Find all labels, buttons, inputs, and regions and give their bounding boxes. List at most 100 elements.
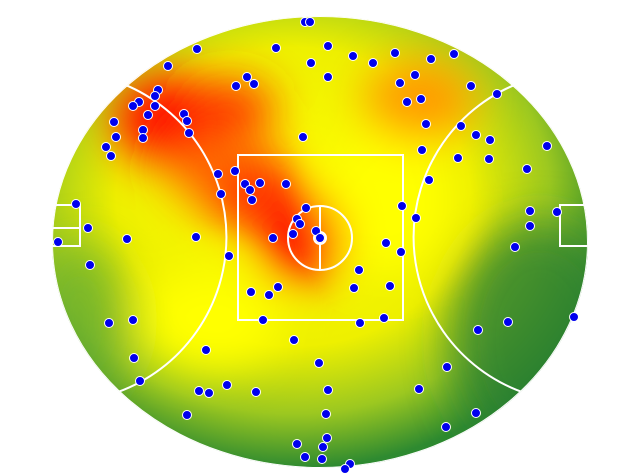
point <box>322 433 332 443</box>
point <box>300 452 310 462</box>
point <box>143 110 153 120</box>
point <box>323 72 333 82</box>
point <box>295 219 305 229</box>
point <box>213 169 223 179</box>
point <box>381 238 391 248</box>
point <box>249 79 259 89</box>
point <box>426 54 436 64</box>
point <box>191 232 201 242</box>
point <box>417 145 427 155</box>
point <box>128 101 138 111</box>
point <box>201 345 211 355</box>
point <box>453 153 463 163</box>
point <box>129 353 139 363</box>
point <box>258 315 268 325</box>
point <box>264 290 274 300</box>
point <box>485 135 495 145</box>
point <box>83 223 93 233</box>
point <box>224 251 234 261</box>
point <box>510 242 520 252</box>
point <box>122 234 132 244</box>
point <box>163 61 173 71</box>
point <box>192 44 202 54</box>
point <box>525 221 535 231</box>
point <box>150 91 160 101</box>
point <box>273 282 283 292</box>
point <box>503 317 513 327</box>
point <box>289 335 299 345</box>
point <box>292 439 302 449</box>
point <box>230 166 240 176</box>
point <box>542 141 552 151</box>
point <box>298 132 308 142</box>
point <box>255 178 265 188</box>
point <box>314 358 324 368</box>
point <box>421 119 431 129</box>
point <box>441 422 451 432</box>
point <box>416 94 426 104</box>
point <box>246 287 256 297</box>
point <box>135 376 145 386</box>
point <box>194 386 204 396</box>
point <box>473 325 483 335</box>
point <box>525 206 535 216</box>
point <box>466 81 476 91</box>
point <box>216 189 226 199</box>
point <box>522 164 532 174</box>
point <box>317 454 327 464</box>
point <box>247 195 257 205</box>
point <box>410 70 420 80</box>
point <box>288 229 298 239</box>
point <box>315 233 325 243</box>
point <box>379 313 389 323</box>
point <box>471 130 481 140</box>
point <box>242 72 252 82</box>
point <box>222 380 232 390</box>
point <box>390 48 400 58</box>
point <box>354 265 364 275</box>
point <box>456 121 466 131</box>
point <box>104 318 114 328</box>
point <box>184 128 194 138</box>
point <box>182 116 192 126</box>
point <box>71 199 81 209</box>
point <box>348 51 358 61</box>
point <box>318 442 328 452</box>
point <box>424 175 434 185</box>
point <box>492 89 502 99</box>
point <box>471 408 481 418</box>
point <box>340 464 350 474</box>
point <box>321 409 331 419</box>
point <box>128 315 138 325</box>
point <box>305 17 315 27</box>
point <box>349 283 359 293</box>
point <box>231 81 241 91</box>
point <box>449 49 459 59</box>
point <box>106 151 116 161</box>
point <box>204 388 214 398</box>
point <box>301 203 311 213</box>
point <box>385 281 395 291</box>
point <box>245 185 255 195</box>
point <box>111 132 121 142</box>
point <box>323 41 333 51</box>
point <box>101 142 111 152</box>
point <box>182 410 192 420</box>
point <box>411 213 421 223</box>
point <box>395 78 405 88</box>
point <box>271 43 281 53</box>
point <box>414 384 424 394</box>
point <box>569 312 579 322</box>
point <box>552 207 562 217</box>
point <box>150 101 160 111</box>
point <box>281 179 291 189</box>
point <box>268 233 278 243</box>
point <box>442 362 452 372</box>
point <box>396 247 406 257</box>
point <box>109 117 119 127</box>
point <box>402 97 412 107</box>
point <box>355 318 365 328</box>
point <box>85 260 95 270</box>
point <box>138 133 148 143</box>
